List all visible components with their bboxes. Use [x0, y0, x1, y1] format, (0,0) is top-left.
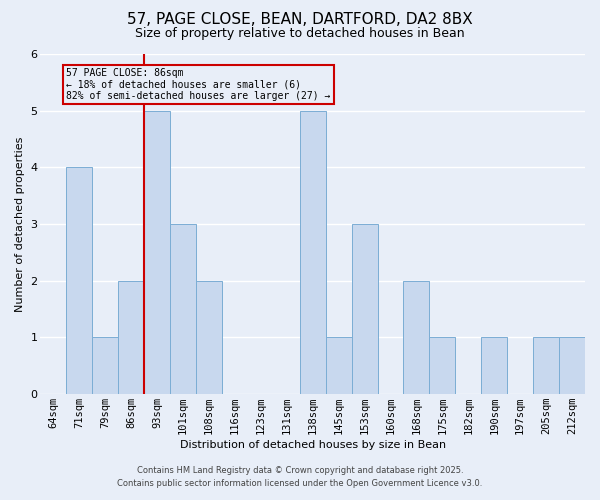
Bar	[144, 110, 170, 394]
Bar	[326, 338, 352, 394]
Text: Size of property relative to detached houses in Bean: Size of property relative to detached ho…	[135, 28, 465, 40]
X-axis label: Distribution of detached houses by size in Bean: Distribution of detached houses by size …	[179, 440, 446, 450]
Text: Contains HM Land Registry data © Crown copyright and database right 2025.
Contai: Contains HM Land Registry data © Crown c…	[118, 466, 482, 487]
Bar	[559, 338, 585, 394]
Text: 57, PAGE CLOSE, BEAN, DARTFORD, DA2 8BX: 57, PAGE CLOSE, BEAN, DARTFORD, DA2 8BX	[127, 12, 473, 28]
Bar	[92, 338, 118, 394]
Bar	[403, 281, 430, 394]
Bar	[352, 224, 377, 394]
Bar	[481, 338, 507, 394]
Bar	[533, 338, 559, 394]
Bar	[170, 224, 196, 394]
Y-axis label: Number of detached properties: Number of detached properties	[15, 136, 25, 312]
Text: 57 PAGE CLOSE: 86sqm
← 18% of detached houses are smaller (6)
82% of semi-detach: 57 PAGE CLOSE: 86sqm ← 18% of detached h…	[67, 68, 331, 102]
Bar	[196, 281, 222, 394]
Bar	[118, 281, 144, 394]
Bar	[300, 110, 326, 394]
Bar	[67, 168, 92, 394]
Bar	[430, 338, 455, 394]
